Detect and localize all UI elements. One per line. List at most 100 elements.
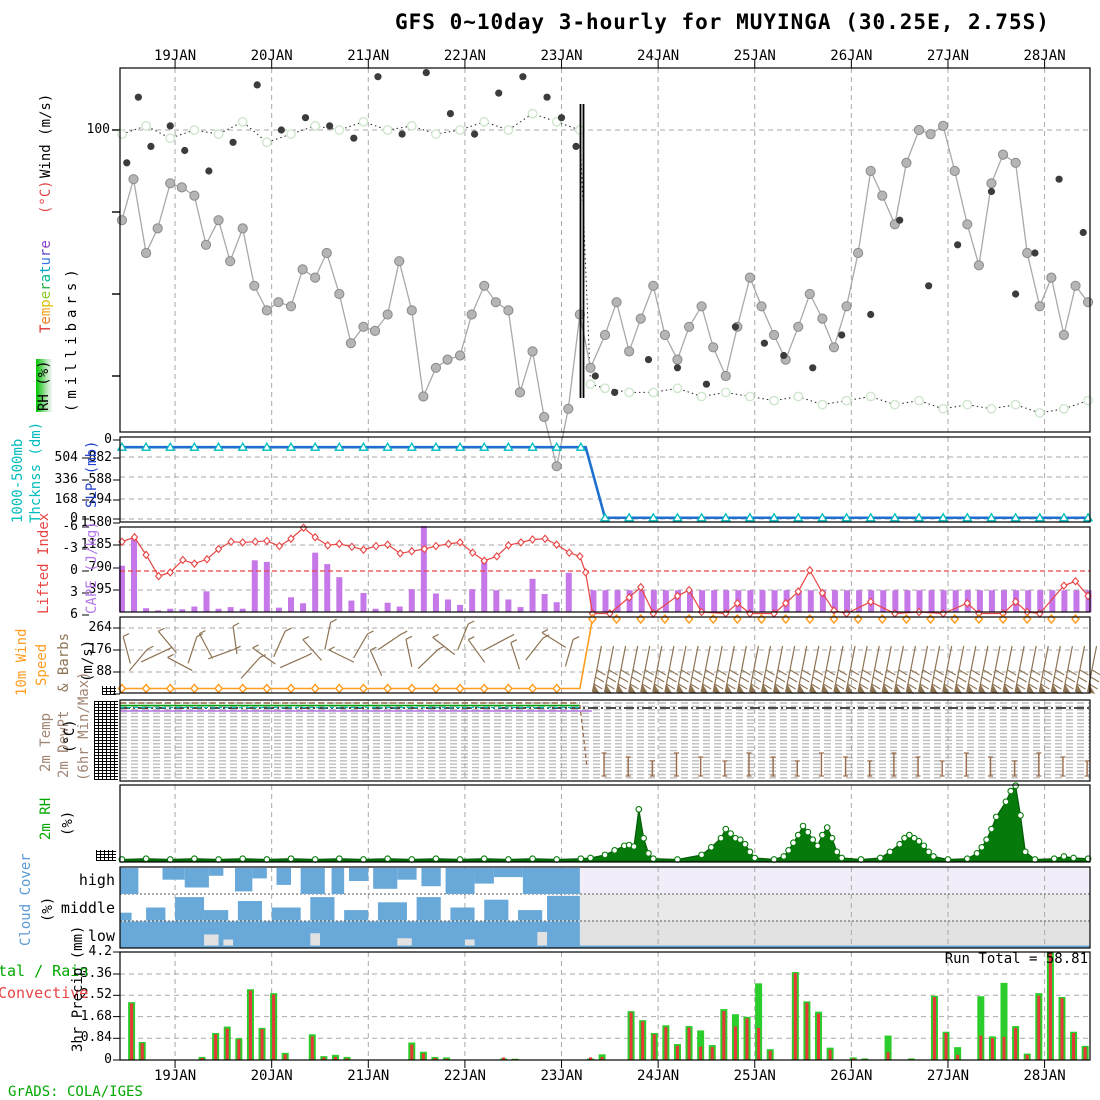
precip-convective-bar bbox=[140, 1043, 144, 1060]
wind-axis-label: Wind (m/s) bbox=[38, 93, 54, 178]
dark-dot bbox=[277, 126, 285, 134]
cape-bar bbox=[469, 589, 476, 612]
wind-barb bbox=[252, 647, 276, 665]
lifted-index-marker bbox=[432, 541, 440, 551]
wind-barb-tick bbox=[1076, 683, 1086, 690]
rh2m-marker bbox=[384, 855, 391, 863]
slp-triangle-marker bbox=[382, 441, 393, 451]
wind-barb-tick bbox=[572, 636, 580, 641]
bottom-date-label: 25JAN bbox=[733, 1068, 776, 1084]
wind-barb bbox=[525, 637, 544, 661]
slp-triangle-marker bbox=[841, 512, 852, 522]
wind-barb-flag bbox=[604, 684, 613, 694]
cape-bar bbox=[687, 590, 694, 612]
wind-speed-marker bbox=[708, 613, 718, 625]
gray-series-marker bbox=[442, 354, 453, 365]
precip-convective-bar bbox=[237, 1039, 241, 1060]
dark-dot bbox=[838, 331, 846, 339]
wind-barb-flag bbox=[930, 684, 939, 694]
wind-barb-tick bbox=[1090, 676, 1100, 683]
rh2m-axis-label: 2m RH bbox=[38, 797, 54, 840]
gray-series-marker bbox=[237, 223, 248, 234]
wind-barb-flag bbox=[785, 684, 794, 694]
wind-barb-tick bbox=[1016, 683, 1026, 690]
precip-convective-bar bbox=[886, 1052, 890, 1060]
rh2m-marker bbox=[794, 831, 802, 839]
wind-speed-marker bbox=[479, 683, 489, 694]
wind-barb-tick bbox=[1041, 676, 1052, 683]
lifted-index-ytick-label: 6 bbox=[70, 607, 78, 622]
near100-open-circle bbox=[1034, 407, 1045, 418]
gray-series-marker bbox=[962, 219, 973, 230]
precip-convective-bar bbox=[272, 994, 276, 1060]
cape-bar bbox=[674, 590, 681, 612]
cape-bar bbox=[203, 591, 210, 612]
rh2m-marker bbox=[1002, 798, 1010, 806]
lifted-index-marker bbox=[251, 537, 259, 547]
cape-bar bbox=[517, 607, 524, 612]
gray-series-marker bbox=[369, 325, 381, 336]
cape-bar bbox=[155, 610, 162, 612]
wind-ytick-label: 176 bbox=[88, 642, 112, 657]
gray-series-marker bbox=[249, 280, 260, 291]
cape-bar bbox=[952, 590, 959, 612]
rh2m-marker bbox=[630, 843, 638, 850]
near100-open-circle bbox=[141, 121, 151, 131]
gray-series-marker bbox=[672, 354, 683, 365]
cape-bar bbox=[312, 552, 319, 612]
wind-barb-flag bbox=[918, 684, 927, 694]
cloud-middle-block bbox=[450, 907, 475, 921]
lifted-index-ytick-label: 3 bbox=[70, 585, 78, 600]
lifted-index-marker bbox=[963, 598, 972, 608]
near100-open-circle bbox=[1010, 399, 1021, 410]
wind-barb-tick bbox=[981, 676, 991, 683]
lifted-index-ytick-label: 0 bbox=[70, 563, 78, 578]
precip-axis-label: 3hr Precip (mm) bbox=[70, 925, 86, 1052]
precip-convective-bar bbox=[675, 1045, 679, 1060]
wind-barb bbox=[167, 656, 193, 672]
near100-open-circle bbox=[889, 399, 900, 410]
wind-speed-marker bbox=[1022, 613, 1032, 625]
gray-series-marker bbox=[648, 280, 659, 291]
wind-barb-tick bbox=[823, 683, 833, 690]
cape-bar bbox=[420, 526, 427, 612]
slp-ytick-label: 882 bbox=[88, 450, 112, 465]
top-date-label: 21JAN bbox=[347, 48, 390, 64]
wind-barb-tick bbox=[919, 683, 929, 690]
gray-series-marker bbox=[720, 370, 731, 382]
temp2m-axis-label-1: 2m Temp bbox=[38, 712, 54, 772]
gray-series-marker bbox=[1022, 247, 1033, 259]
gray-series-marker bbox=[828, 342, 840, 353]
gray-series-marker bbox=[527, 346, 538, 357]
page-title: GFS 0~10day 3-hourly for MUYINGA (30.25E… bbox=[395, 10, 1050, 34]
precip-convective-bar bbox=[733, 1026, 737, 1060]
wind-barb-tick bbox=[705, 669, 715, 676]
lifted-index-marker bbox=[673, 591, 682, 601]
rh2m-marker bbox=[287, 855, 295, 863]
precip-convective-bar bbox=[322, 1057, 326, 1060]
wind-barb-tick bbox=[726, 683, 736, 690]
rh2m-marker bbox=[780, 853, 788, 860]
wind-barb-tick bbox=[740, 676, 750, 683]
gray-series-marker bbox=[345, 338, 357, 349]
rh2m-marker bbox=[930, 853, 937, 860]
gray-series-marker bbox=[321, 247, 332, 259]
wind-barb bbox=[324, 622, 332, 650]
wind-barb bbox=[564, 639, 574, 667]
gray-series-marker bbox=[358, 321, 369, 332]
precip-convective-bar bbox=[757, 1027, 761, 1060]
rh2m-marker bbox=[915, 837, 923, 845]
temp2m-axis-label-3: (6hr Min/Max) bbox=[76, 671, 92, 781]
cape-bar bbox=[288, 597, 295, 612]
slp-triangle-marker bbox=[986, 512, 997, 522]
near100-open-circle bbox=[585, 379, 596, 390]
rh2m-marker bbox=[809, 836, 817, 844]
lifted-index-marker bbox=[576, 551, 584, 561]
cloud-high-block bbox=[252, 868, 267, 879]
gray-series-marker bbox=[611, 297, 622, 308]
gray-series-marker bbox=[285, 301, 297, 312]
wind-speed-line bbox=[120, 618, 594, 690]
wind-barb-tick bbox=[895, 683, 905, 690]
dark-dot bbox=[166, 122, 174, 130]
